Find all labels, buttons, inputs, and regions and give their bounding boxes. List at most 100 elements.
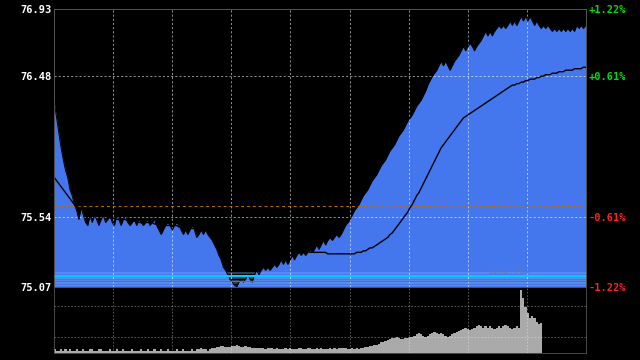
Bar	[498, 327, 500, 353]
Bar	[100, 349, 102, 353]
Bar	[204, 349, 207, 353]
Bar	[318, 349, 320, 353]
Bar	[69, 349, 71, 353]
Bar	[440, 333, 442, 353]
Bar	[438, 334, 440, 353]
Bar	[424, 337, 427, 353]
Bar	[207, 351, 209, 353]
Bar	[67, 351, 69, 353]
Bar	[227, 347, 229, 353]
Bar	[113, 351, 116, 353]
Bar	[484, 327, 486, 353]
Bar	[216, 347, 218, 353]
Bar	[493, 329, 495, 353]
Bar	[74, 351, 76, 353]
Bar	[431, 333, 433, 353]
Bar	[291, 349, 293, 353]
Bar	[86, 351, 89, 353]
Bar	[329, 348, 331, 353]
Bar	[460, 330, 462, 353]
Bar	[382, 342, 385, 353]
Bar	[196, 349, 198, 353]
Bar	[131, 349, 133, 353]
Bar	[420, 334, 422, 353]
Bar	[316, 348, 318, 353]
Bar	[483, 328, 484, 353]
Bar	[344, 348, 347, 353]
Bar	[173, 351, 175, 353]
Bar	[184, 351, 187, 353]
Bar	[202, 349, 204, 353]
Bar	[95, 351, 98, 353]
Bar	[244, 346, 246, 353]
Bar	[82, 349, 84, 353]
Bar	[234, 346, 236, 353]
Bar	[124, 351, 127, 353]
Bar	[138, 351, 140, 353]
Bar	[53, 349, 56, 353]
Bar	[433, 332, 436, 353]
Bar	[520, 290, 522, 353]
Bar	[222, 346, 225, 353]
Bar	[302, 349, 305, 353]
Bar	[500, 328, 502, 353]
Bar	[358, 349, 360, 353]
Bar	[157, 351, 160, 353]
Bar	[211, 348, 213, 353]
Bar	[175, 349, 178, 353]
Bar	[238, 346, 240, 353]
Bar	[136, 351, 138, 353]
Bar	[536, 322, 538, 353]
Bar	[171, 351, 173, 353]
Bar	[71, 351, 74, 353]
Bar	[262, 348, 264, 353]
Bar	[524, 307, 527, 353]
Bar	[166, 349, 169, 353]
Bar	[453, 333, 456, 353]
Bar	[402, 339, 404, 353]
Bar	[251, 348, 253, 353]
Bar	[77, 351, 80, 353]
Bar	[104, 351, 107, 353]
Bar	[369, 346, 371, 353]
Bar	[362, 348, 364, 353]
Bar	[156, 351, 157, 353]
Bar	[122, 349, 124, 353]
Bar	[189, 351, 191, 353]
Bar	[442, 334, 444, 353]
Bar	[404, 338, 406, 353]
Bar	[164, 351, 166, 353]
Bar	[289, 348, 291, 353]
Bar	[364, 347, 367, 353]
Bar	[378, 344, 380, 353]
Bar	[385, 341, 387, 353]
Bar	[102, 351, 104, 353]
Bar	[451, 334, 453, 353]
Bar	[58, 351, 60, 353]
Bar	[154, 349, 156, 353]
Bar	[253, 348, 255, 353]
Bar	[193, 351, 196, 353]
Bar	[371, 346, 373, 353]
Bar	[260, 348, 262, 353]
Bar	[160, 349, 162, 353]
Bar	[389, 339, 391, 353]
Bar	[471, 329, 474, 353]
Bar	[249, 347, 251, 353]
Bar	[511, 329, 513, 353]
Bar	[162, 351, 164, 353]
Bar	[246, 347, 249, 353]
Bar	[296, 349, 298, 353]
Bar	[264, 349, 267, 353]
Bar	[504, 325, 507, 353]
Bar	[84, 351, 86, 353]
Bar	[406, 338, 409, 353]
Bar	[396, 337, 398, 353]
Bar	[98, 349, 100, 353]
Bar	[229, 347, 231, 353]
Bar	[240, 347, 242, 353]
Bar	[476, 327, 478, 353]
Bar	[415, 334, 418, 353]
Bar	[76, 349, 77, 353]
Bar	[271, 348, 273, 353]
